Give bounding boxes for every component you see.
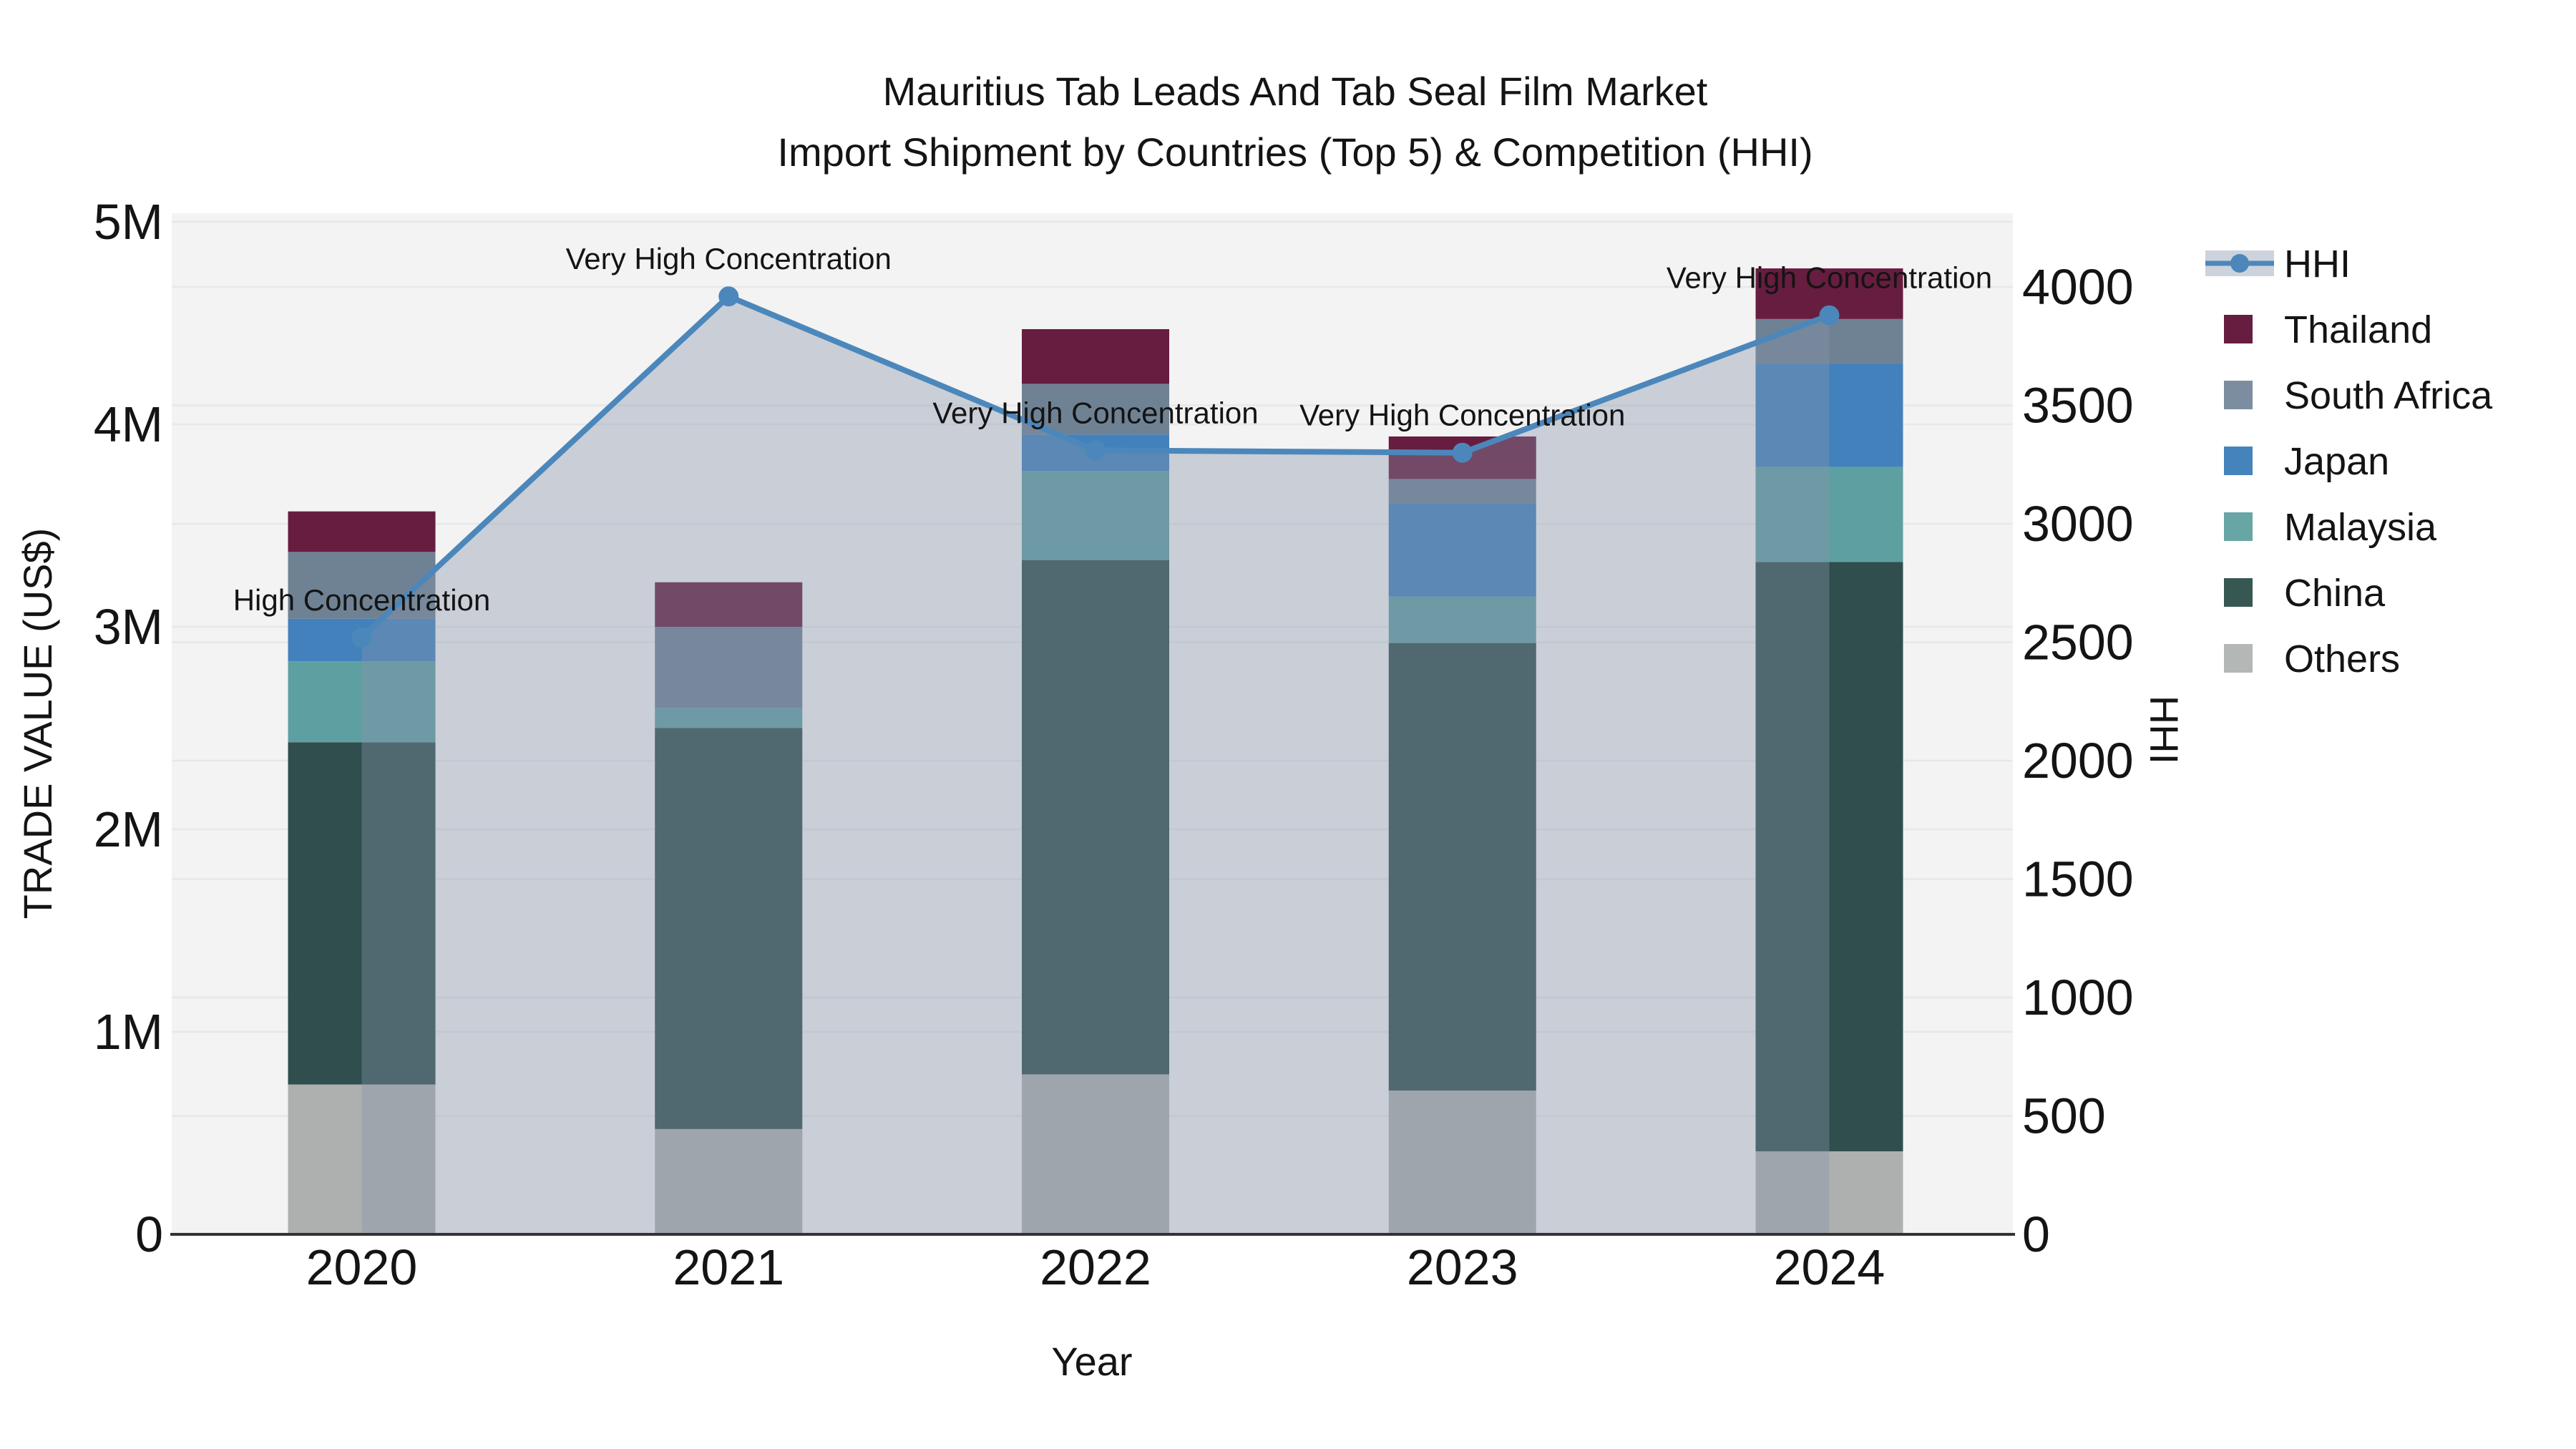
y-right-tick-1500: 1500 — [2022, 852, 2134, 907]
legend-item-china[interactable]: China — [2224, 572, 2386, 615]
bar-segment-thailand-2021[interactable] — [655, 582, 803, 627]
legend-swatch-malaysia — [2224, 512, 2253, 541]
bar-segment-china-2021[interactable] — [655, 728, 803, 1129]
legend-swatch-japan — [2224, 447, 2253, 475]
bar-segment-malaysia-2023[interactable] — [1388, 596, 1536, 643]
bar-segment-others-2023[interactable] — [1388, 1091, 1536, 1234]
bar-segment-thailand-2022[interactable] — [1022, 328, 1169, 384]
chart-title-line2: Import Shipment by Countries (Top 5) & C… — [777, 130, 1813, 175]
y-left-tick-4M: 4M — [94, 396, 163, 452]
y-right-tick-1000: 1000 — [2022, 970, 2134, 1025]
bar-segment-others-2024[interactable] — [1755, 1151, 1903, 1234]
chart-title-line1: Mauritius Tab Leads And Tab Seal Film Ma… — [883, 69, 1708, 114]
legend-label-south-africa: South Africa — [2284, 374, 2493, 417]
legend-label-others: Others — [2284, 638, 2400, 680]
legend-swatch-thailand — [2224, 315, 2253, 343]
bar-segment-china-2022[interactable] — [1022, 560, 1169, 1075]
bar-segment-malaysia-2024[interactable] — [1755, 467, 1903, 562]
hhi-marker-2021[interactable] — [718, 286, 739, 307]
y-right-tick-500: 500 — [2022, 1088, 2106, 1144]
y-right-tick-4000: 4000 — [2022, 259, 2134, 315]
bar-segment-thailand-2020[interactable] — [288, 511, 436, 552]
legend-label-thailand: Thailand — [2284, 308, 2432, 351]
legend-swatch-china — [2224, 578, 2253, 607]
legend-label-china: China — [2284, 572, 2386, 615]
bar-segment-others-2021[interactable] — [655, 1128, 803, 1234]
legend-item-thailand[interactable]: Thailand — [2224, 308, 2432, 351]
x-tick-2020: 2020 — [306, 1239, 418, 1295]
bar-segment-south-africa-2020[interactable] — [288, 552, 436, 619]
bar-segment-south-africa-2022[interactable] — [1022, 384, 1169, 435]
bar-segment-japan-2023[interactable] — [1388, 503, 1536, 597]
bar-segment-malaysia-2021[interactable] — [655, 708, 803, 728]
bar-segment-china-2023[interactable] — [1388, 643, 1536, 1091]
bar-segment-japan-2024[interactable] — [1755, 364, 1903, 467]
bar-segment-malaysia-2022[interactable] — [1022, 471, 1169, 560]
annotation-2022: Very High Concentration — [932, 396, 1258, 429]
y-right-tick-3000: 3000 — [2022, 496, 2134, 552]
bar-segment-south-africa-2023[interactable] — [1388, 479, 1536, 504]
x-tick-2023: 2023 — [1407, 1239, 1518, 1295]
annotation-2023: Very High Concentration — [1299, 399, 1625, 432]
legend-swatch-south-africa — [2224, 381, 2253, 409]
annotation-2021: Very High Concentration — [566, 242, 892, 275]
y-left-axis-title: TRADE VALUE (US$) — [15, 528, 60, 919]
bar-segment-china-2020[interactable] — [288, 742, 436, 1085]
bar-segment-malaysia-2020[interactable] — [288, 661, 436, 743]
bar-segment-south-africa-2021[interactable] — [655, 627, 803, 708]
y-right-tick-2000: 2000 — [2022, 733, 2134, 789]
hhi-marker-2022[interactable] — [1085, 440, 1106, 461]
hhi-area-fill — [361, 296, 1830, 1234]
y-left-tick-3M: 3M — [94, 599, 163, 655]
legend-item-south-africa[interactable]: South Africa — [2224, 374, 2493, 417]
hhi-marker-2020[interactable] — [351, 627, 372, 648]
y-right-axis-title: HHI — [2142, 696, 2187, 764]
bar-segment-others-2020[interactable] — [288, 1084, 436, 1234]
y-right-tick-2500: 2500 — [2022, 615, 2134, 670]
bar-segment-china-2024[interactable] — [1755, 562, 1903, 1151]
hhi-marker-2024[interactable] — [1819, 305, 1840, 326]
annotation-2024: Very High Concentration — [1667, 261, 1992, 295]
bar-segment-south-africa-2024[interactable] — [1755, 318, 1903, 364]
legend-swatch-others — [2224, 644, 2253, 673]
y-left-tick-1M: 1M — [94, 1004, 163, 1060]
legend-label-japan: Japan — [2284, 440, 2389, 483]
y-left-tick-5M: 5M — [94, 194, 163, 250]
annotation-2020: High Concentration — [233, 583, 491, 617]
legend-item-hhi[interactable]: HHI — [2205, 243, 2351, 286]
legend-label-hhi: HHI — [2284, 243, 2351, 286]
y-right-tick-3500: 3500 — [2022, 378, 2134, 434]
x-tick-2022: 2022 — [1040, 1239, 1151, 1295]
y-right-tick-0: 0 — [2022, 1206, 2050, 1262]
y-left-tick-0: 0 — [135, 1206, 163, 1262]
y-left-tick-2M: 2M — [94, 801, 163, 857]
legend-label-malaysia: Malaysia — [2284, 506, 2437, 549]
hhi-marker-2023[interactable] — [1452, 442, 1473, 463]
legend-item-japan[interactable]: Japan — [2224, 440, 2389, 483]
x-tick-2024: 2024 — [1774, 1239, 1885, 1295]
x-axis-title: Year — [1051, 1339, 1132, 1384]
x-tick-2021: 2021 — [673, 1239, 784, 1295]
legend-item-malaysia[interactable]: Malaysia — [2224, 506, 2437, 549]
legend-hhi-marker-sample — [2230, 254, 2249, 273]
legend-item-others[interactable]: Others — [2224, 638, 2400, 680]
bar-segment-others-2022[interactable] — [1022, 1074, 1169, 1234]
